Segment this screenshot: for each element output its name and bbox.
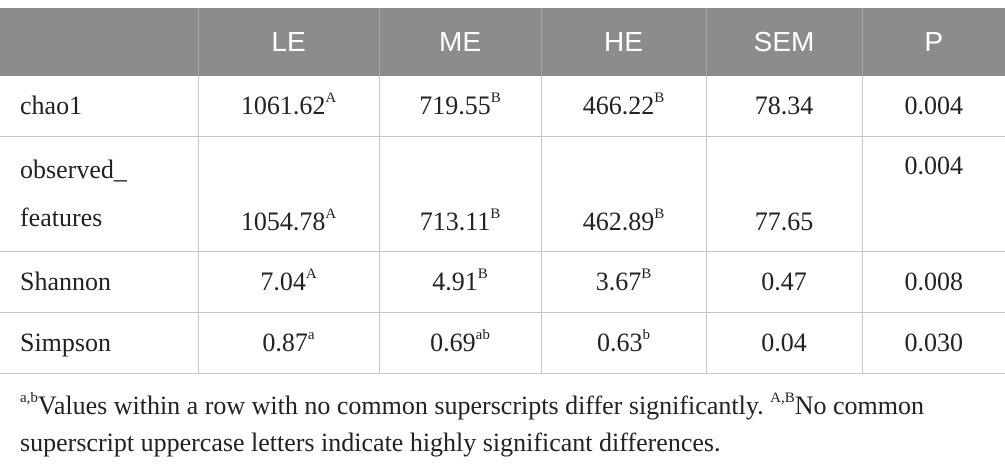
table-row: chao1 1061.62A 719.55B 466.22B 78.34 0.0… bbox=[0, 76, 1005, 137]
table-cell: 78.34 bbox=[705, 76, 862, 137]
footnote-superscript: a,b bbox=[20, 390, 38, 407]
header-cell-me: ME bbox=[378, 8, 541, 76]
table-cell: 0.04 bbox=[705, 312, 862, 374]
table-cell: 462.89B bbox=[540, 136, 706, 252]
significance-superscript: B bbox=[641, 266, 652, 283]
significance-superscript: ab bbox=[475, 327, 490, 344]
significance-superscript: B bbox=[490, 90, 501, 107]
table-cell: 3.67B bbox=[540, 251, 706, 313]
table-cell: 466.22B bbox=[540, 76, 706, 137]
row-label: observed_ features bbox=[0, 136, 198, 252]
header-cell-empty bbox=[0, 8, 198, 76]
row-label: Simpson bbox=[0, 312, 198, 374]
header-cell-p: P bbox=[861, 8, 1005, 76]
header-cell-he: HE bbox=[540, 8, 706, 76]
header-row: LE ME HE SEM P bbox=[0, 8, 1005, 76]
significance-superscript: B bbox=[654, 206, 665, 223]
row-label: Shannon bbox=[0, 251, 198, 313]
significance-superscript: A bbox=[325, 206, 337, 223]
table-cell: 0.004 bbox=[861, 136, 1005, 252]
header-cell-le: LE bbox=[197, 8, 379, 76]
table-cell: 0.63b bbox=[540, 312, 706, 374]
footnote-superscript: A,B bbox=[770, 390, 795, 407]
table-cell: 0.030 bbox=[861, 312, 1005, 374]
table-row: Simpson 0.87a 0.69ab 0.63b 0.04 0.030 bbox=[0, 312, 1005, 374]
footnote-text: Values within a row with no common super… bbox=[37, 391, 771, 420]
table-cell: 77.65 bbox=[705, 136, 862, 252]
table-cell: 1054.78A bbox=[197, 136, 379, 252]
significance-superscript: a bbox=[307, 327, 315, 344]
table-cell: 0.004 bbox=[861, 76, 1005, 137]
header-cell-sem: SEM bbox=[705, 8, 862, 76]
footnote-text: No common superscript uppercase letters … bbox=[20, 391, 924, 457]
significance-superscript: B bbox=[490, 206, 501, 223]
alpha-diversity-table: LE ME HE SEM P chao1 1061.62A 719.55B 46… bbox=[0, 8, 1005, 374]
row-label: chao1 bbox=[0, 76, 198, 137]
table-row: observed_ features 1054.78A 713.11B 462.… bbox=[0, 136, 1005, 252]
data-table-container: LE ME HE SEM P chao1 1061.62A 719.55B 46… bbox=[0, 8, 1005, 374]
table-cell: 719.55B bbox=[378, 76, 541, 137]
significance-superscript: b bbox=[642, 327, 651, 344]
significance-superscript: A bbox=[325, 90, 337, 107]
table-cell: 0.47 bbox=[705, 251, 862, 313]
table-cell: 1061.62A bbox=[197, 76, 379, 137]
significance-superscript: A bbox=[305, 266, 317, 283]
table-cell: 0.87a bbox=[197, 312, 379, 374]
significance-superscript: B bbox=[654, 90, 665, 107]
table-cell: 7.04A bbox=[197, 251, 379, 313]
table-row: Shannon 7.04A 4.91B 3.67B 0.47 0.008 bbox=[0, 251, 1005, 313]
significance-superscript: B bbox=[477, 266, 488, 283]
table-cell: 4.91B bbox=[378, 251, 541, 313]
table-cell: 0.008 bbox=[861, 251, 1005, 313]
table-cell: 713.11B bbox=[378, 136, 541, 252]
table-cell: 0.69ab bbox=[378, 312, 541, 374]
table-footnote: a,bValues within a row with no common su… bbox=[20, 387, 990, 461]
